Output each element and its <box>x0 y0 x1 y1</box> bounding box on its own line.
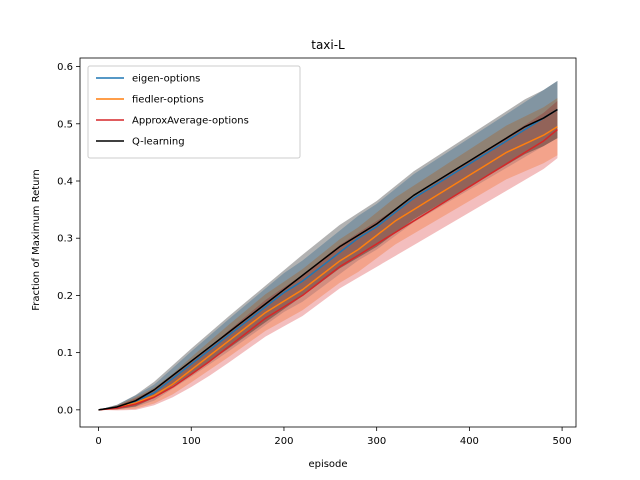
q-learning-legend-label: Q-learning <box>132 137 185 148</box>
y-tick-label: 0.5 <box>57 119 73 130</box>
x-ticks: 0 100 200 300 400 500 <box>95 427 572 447</box>
q-learning-line <box>98 108 558 411</box>
approxaverage-options-legend-label: ApproxAverage-options <box>132 116 249 127</box>
x-tick-label: 200 <box>274 436 293 447</box>
eigen-options-legend-label: eigen-options <box>132 74 200 85</box>
y-tick-label: 0.0 <box>57 405 73 416</box>
x-tick-label: 500 <box>553 436 572 447</box>
x-axis-label: episode <box>308 459 347 470</box>
legend: eigen-options fiedler-options ApproxAverag… <box>87 65 301 159</box>
y-ticks: 0.0 0.1 0.2 0.3 0.4 0.5 0.6 <box>57 62 80 416</box>
y-tick-label: 0.6 <box>57 62 73 73</box>
q-learning-band <box>98 80 558 410</box>
x-tick-label: 300 <box>367 436 386 447</box>
fiedler-options-line <box>98 126 558 411</box>
fiedler-options-band <box>98 98 558 410</box>
plot-frame <box>79 57 577 428</box>
eigen-options-line <box>98 108 558 411</box>
approxaverage-options-line <box>98 128 558 411</box>
y-axis-label: Fraction of Maximum Return <box>31 169 42 311</box>
x-tick-label: 100 <box>182 436 201 447</box>
y-tick-label: 0.4 <box>57 177 73 188</box>
eigen-options-band <box>98 80 558 410</box>
legend-box <box>87 65 301 159</box>
y-tick-label: 0.3 <box>57 234 73 245</box>
series-lines <box>98 108 558 411</box>
axes <box>79 57 577 428</box>
fiedler-options-legend-label: fiedler-options <box>132 95 204 106</box>
chart-title: taxi-L <box>311 38 345 52</box>
x-tick-label: 400 <box>460 436 479 447</box>
x-tick-label: 0 <box>95 436 101 447</box>
y-tick-label: 0.1 <box>57 348 73 359</box>
y-tick-label: 0.2 <box>57 291 73 302</box>
